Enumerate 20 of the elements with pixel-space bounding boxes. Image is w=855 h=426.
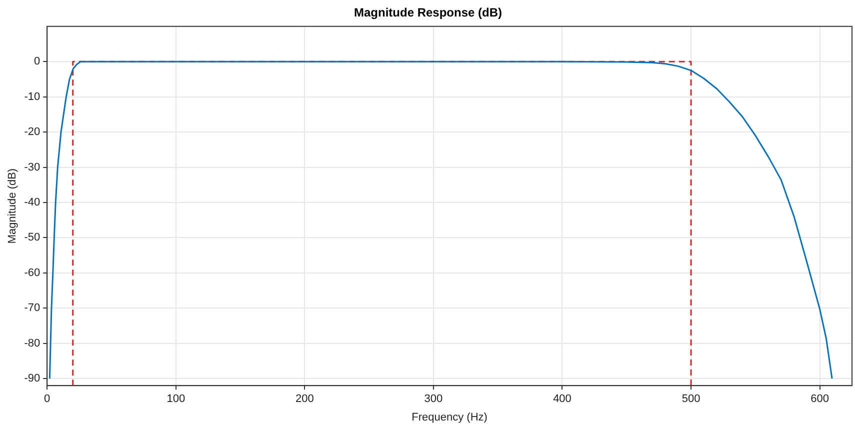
y-tick-label: -40 — [24, 196, 40, 209]
x-tick-label: 0 — [44, 393, 50, 406]
y-tick-label: -10 — [24, 90, 40, 103]
x-tick-label: 100 — [166, 393, 186, 406]
x-tick-label: 600 — [810, 393, 829, 406]
y-tick-label: -20 — [24, 126, 40, 138]
y-axis-title: Magnitude (dB) — [6, 168, 19, 244]
y-tick-label: -30 — [24, 161, 40, 174]
x-axis-title: Frequency (Hz) — [412, 411, 488, 424]
y-tick-label: -80 — [24, 337, 40, 350]
y-tick-label: -90 — [24, 372, 40, 385]
chart-title: Magnitude Response (dB) — [354, 6, 502, 20]
y-tick-label: -70 — [24, 302, 40, 314]
x-tick-label: 300 — [424, 393, 443, 406]
x-tick-label: 200 — [295, 393, 314, 406]
x-tick-label: 500 — [682, 393, 700, 406]
y-tick-label: 0 — [34, 56, 40, 68]
y-tick-label: -60 — [24, 266, 40, 279]
x-tick-label: 400 — [553, 393, 572, 406]
y-tick-label: -50 — [24, 232, 40, 244]
